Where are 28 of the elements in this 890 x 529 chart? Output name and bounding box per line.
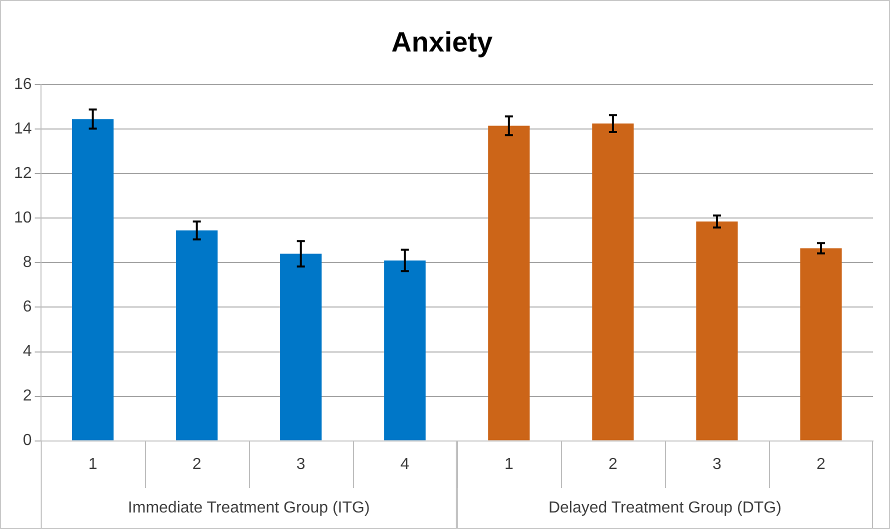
y-tick-label: 4 (22, 343, 32, 360)
x-tick-label: 1 (88, 456, 98, 473)
bar (696, 222, 738, 440)
text: Delayed Treatment Group (DTG) (548, 499, 782, 516)
bar (592, 124, 634, 440)
bar (488, 126, 530, 440)
bar (72, 119, 114, 440)
chart-title: Anxiety (391, 26, 493, 58)
bar (176, 230, 218, 440)
y-tick-label: 10 (14, 210, 32, 227)
x-tick-label: 3 (296, 456, 306, 473)
y-tick-label: 14 (14, 120, 32, 138)
y-tick-label: 8 (22, 254, 32, 272)
y-tick-label: 16 (14, 76, 32, 94)
y-tick-label: 12 (14, 165, 32, 182)
y-tick-label: 2 (22, 388, 32, 405)
x-tick-label: 2 (816, 456, 826, 473)
x-tick-label: 2 (192, 456, 202, 473)
bar (800, 248, 842, 440)
text: Immediate Treatment Group (ITG) (128, 499, 370, 516)
x-tick-label: 2 (608, 456, 618, 473)
y-tick-label: 6 (22, 298, 32, 316)
x-tick-label: 1 (504, 456, 514, 473)
bar (384, 260, 426, 440)
x-tick-label: 3 (712, 456, 722, 473)
x-tick-label: 4 (400, 456, 410, 473)
y-tick-label: 0 (22, 432, 32, 450)
bar (280, 254, 322, 440)
